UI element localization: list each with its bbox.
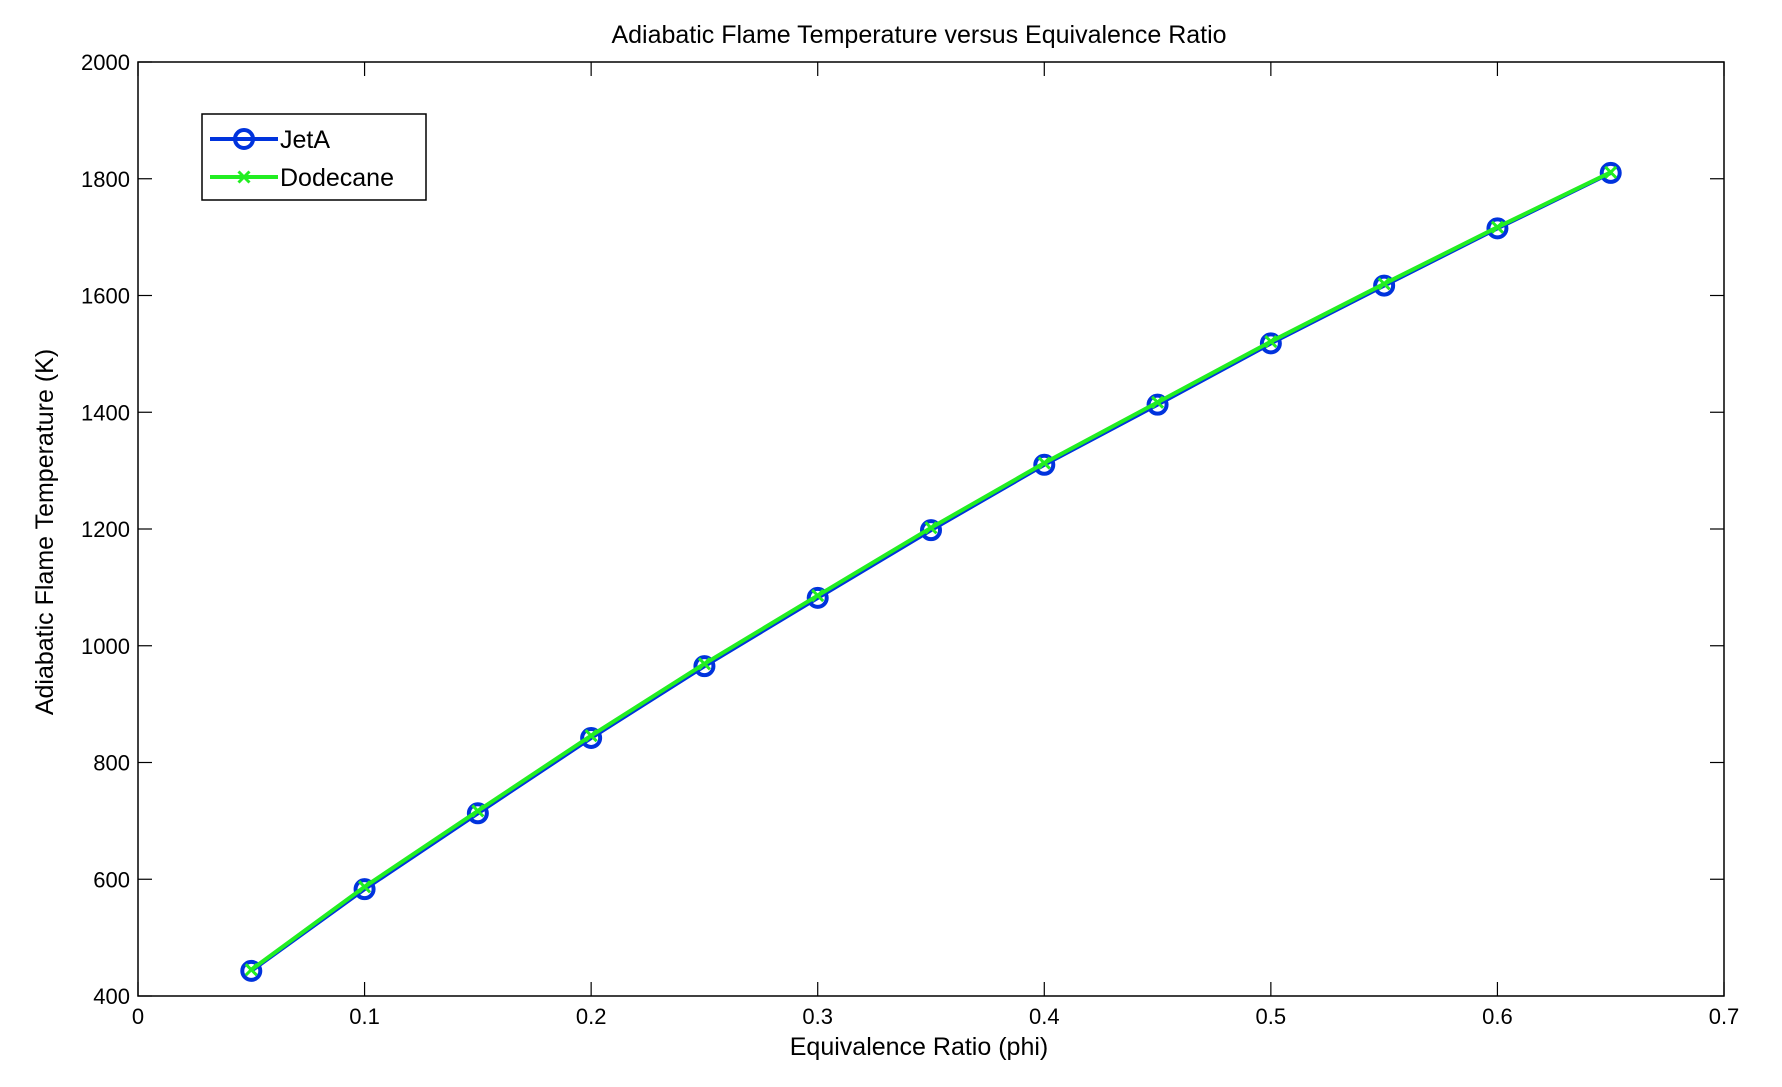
data-point-dodecane xyxy=(1604,165,1618,179)
x-tick-label: 0.5 xyxy=(1256,1004,1287,1029)
legend-marker-dodecane xyxy=(237,170,251,184)
data-point-dodecane xyxy=(1490,220,1504,234)
data-point-jeta xyxy=(580,726,603,749)
x-tick-label: 0 xyxy=(132,1004,144,1029)
data-point-dodecane xyxy=(471,804,485,818)
series-dodecane xyxy=(244,165,1618,977)
y-tick-label: 800 xyxy=(93,751,130,776)
y-tick-label: 1600 xyxy=(81,284,130,309)
data-point-dodecane xyxy=(697,657,711,671)
data-point-jeta xyxy=(806,586,829,609)
x-tick-label: 0.4 xyxy=(1029,1004,1060,1029)
y-tick-label: 1000 xyxy=(81,634,130,659)
data-point-jeta xyxy=(1146,393,1169,416)
legend-label-jeta: JetA xyxy=(280,126,330,154)
data-point-dodecane xyxy=(1151,395,1165,409)
data-point-jeta xyxy=(353,878,376,901)
data-point-dodecane xyxy=(1037,456,1051,470)
legend-box xyxy=(201,113,427,201)
data-point-dodecane xyxy=(1264,335,1278,349)
data-point-dodecane xyxy=(1377,277,1391,291)
y-tick-label: 1800 xyxy=(81,167,130,192)
x-tick-label: 0.2 xyxy=(576,1004,607,1029)
data-point-dodecane xyxy=(244,963,258,977)
x-tick-label: 0.3 xyxy=(802,1004,833,1029)
plot-area-frame xyxy=(137,61,1725,997)
y-tick-label: 1400 xyxy=(81,400,130,425)
data-point-jeta xyxy=(1599,161,1622,184)
x-tick-label: 0.7 xyxy=(1709,1004,1740,1029)
data-point-dodecane xyxy=(358,880,372,894)
y-tick-label: 600 xyxy=(93,867,130,892)
data-point-jeta xyxy=(1033,453,1056,476)
data-point-jeta xyxy=(1259,332,1282,355)
legend: JetA Dodecane xyxy=(201,113,427,201)
data-point-jeta xyxy=(1373,274,1396,297)
data-point-dodecane xyxy=(584,729,598,743)
data-point-dodecane xyxy=(924,521,938,535)
x-axis-label: Equivalence Ratio (phi) xyxy=(790,1033,1048,1061)
x-tick-label: 0.6 xyxy=(1482,1004,1513,1029)
data-point-dodecane xyxy=(811,588,825,603)
chart-title: Adiabatic Flame Temperature versus Equiv… xyxy=(611,21,1226,49)
data-point-jeta xyxy=(693,655,716,678)
y-tick-label: 1200 xyxy=(81,517,130,542)
y-tick-label: 400 xyxy=(93,984,130,1009)
x-tick-label: 0.1 xyxy=(349,1004,380,1029)
data-point-jeta xyxy=(466,802,489,825)
series-layer xyxy=(240,161,1622,982)
data-point-jeta xyxy=(1486,217,1509,240)
y-axis-label: Adiabatic Flame Temperature (K) xyxy=(31,349,59,715)
data-point-jeta xyxy=(240,959,263,982)
legend-marker-jeta xyxy=(233,128,255,150)
axis-tick-labels: 0 0.1 0.2 0.3 0.4 0.5 0.6 0.7 400 600 800 1000 1200 1… xyxy=(81,50,1739,1029)
data-point-jeta xyxy=(920,519,942,542)
legend-label-dodecane: Dodecane xyxy=(280,164,394,192)
y-tick-label: 2000 xyxy=(81,50,130,75)
